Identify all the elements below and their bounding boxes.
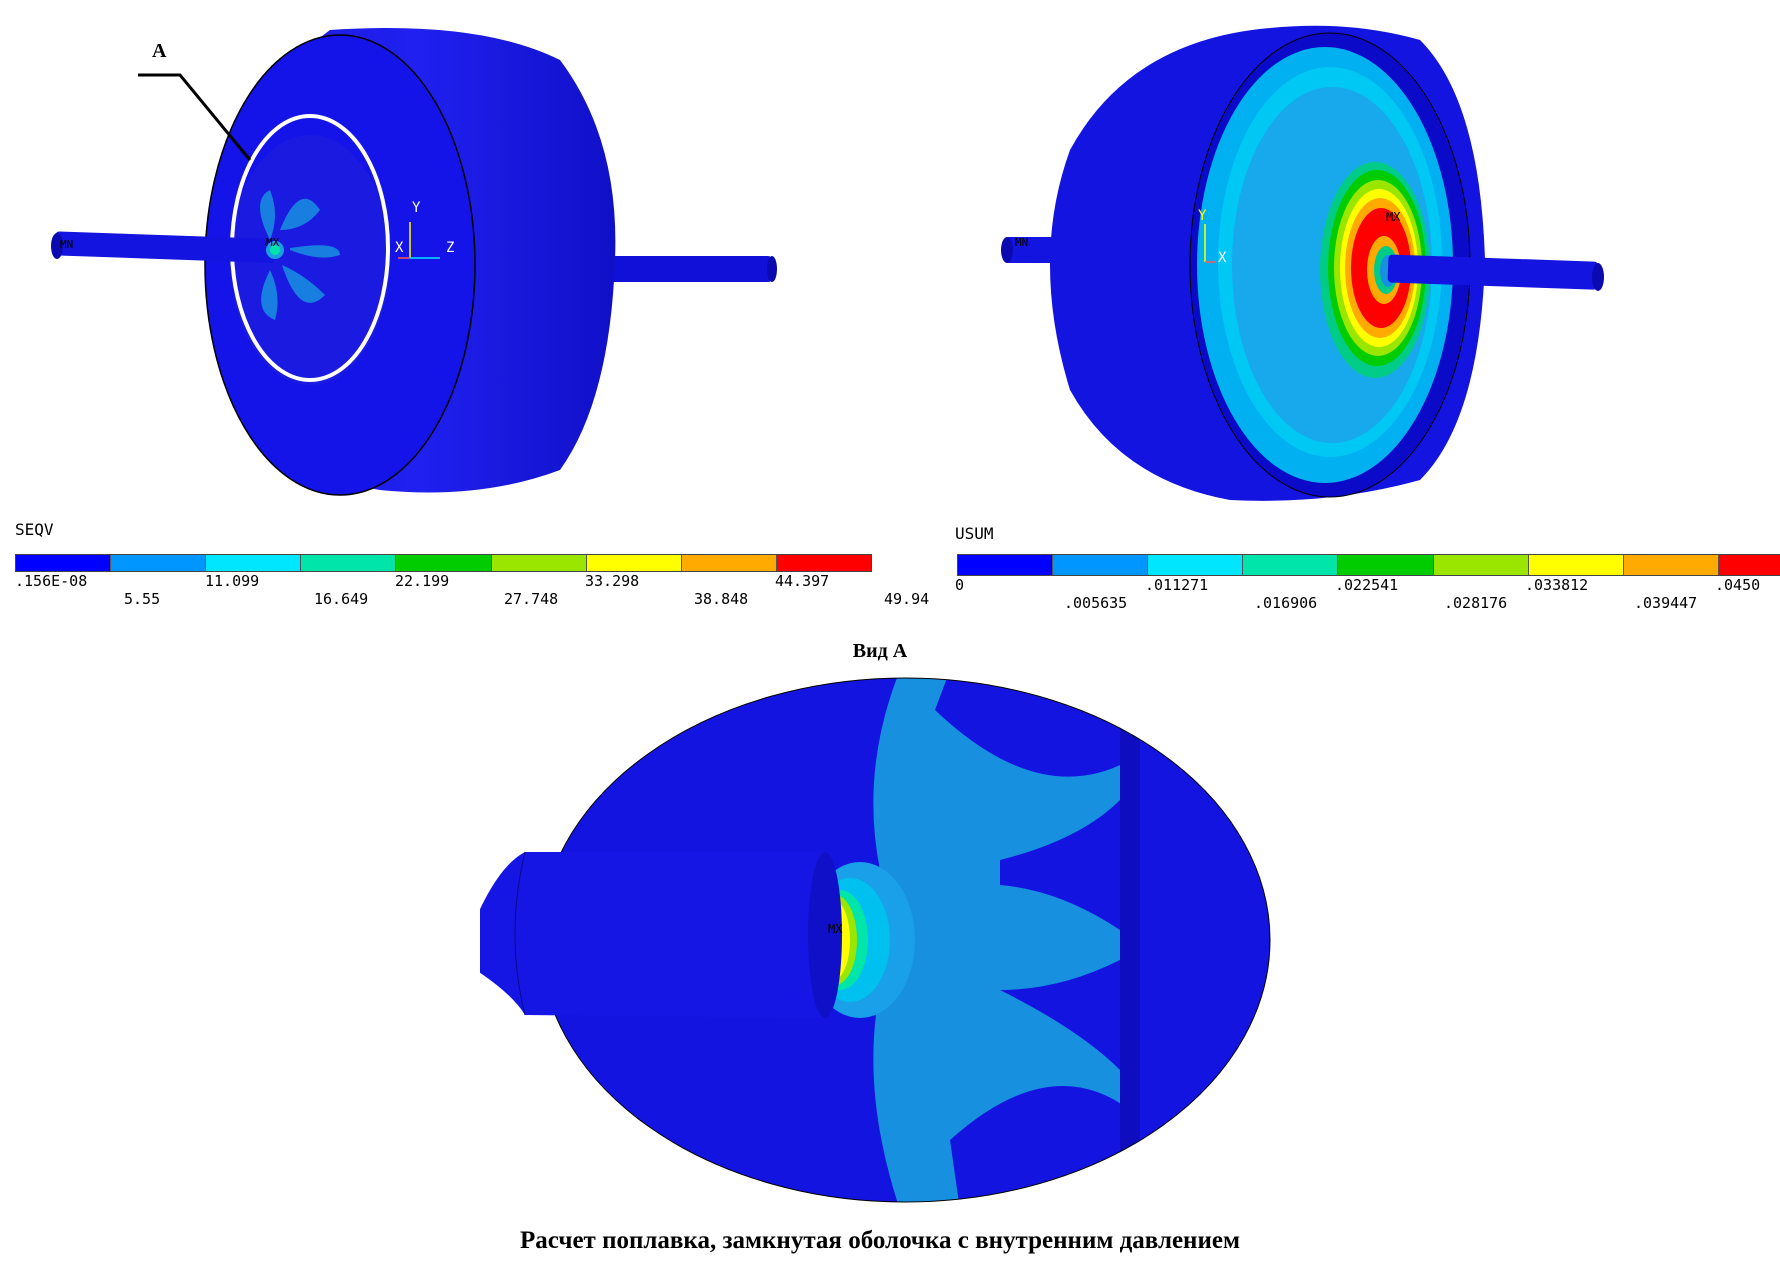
legend-swatch [1337,555,1433,575]
legend-swatch [775,555,871,571]
legend-lower-ticks: .005635 .016906 .028176 .039447 [955,594,1780,612]
legend-swatch [1242,555,1338,575]
legend-tick-label: 49.94 [884,590,930,608]
legend-tick-label: 38.848 [694,590,749,608]
axis-triad [1204,224,1216,263]
legend-swatch [680,555,776,571]
legend-tick-label: 44.397 [775,572,830,590]
callout-label: A [152,40,167,62]
left-shaft [54,231,276,263]
legend-color-bar [15,554,872,572]
legend-swatch [395,555,491,571]
legend-tick-label: .011271 [1145,576,1209,594]
legend-lower-ticks: 5.55 16.649 27.748 38.848 49.94 [15,590,929,608]
legend-title: SEQV [15,520,54,539]
axis-z-label: Z [446,240,455,256]
legend-swatch [205,555,301,571]
min-marker: MN [60,238,74,251]
legend-title: USUM [955,524,994,543]
detail-view-a: MX [480,670,1300,1210]
min-marker: MN [1015,236,1029,249]
legend-swatch [110,555,206,571]
max-marker: MX [828,922,843,936]
legend-swatch [1717,555,1780,575]
detail-shaft [480,852,825,1018]
axis-y-label: Y [412,200,421,216]
detail-render [480,677,1271,1203]
legend-seqv: SEQV .156E-08 11.099 22.199 33.298 44.397 5.… [15,520,929,610]
legend-tick-label: .039447 [1634,594,1698,612]
legend-swatch [300,555,396,571]
legend-tick-label: .005635 [1064,594,1128,612]
stress-petals [260,190,340,320]
legend-tick-label: .022541 [1335,576,1399,594]
legend-swatch [490,555,586,571]
legend-swatch [1527,555,1623,575]
legend-tick-label: 16.649 [314,590,369,608]
legend-tick-label: 5.55 [124,590,161,608]
legend-tick-label: 11.099 [205,572,260,590]
displacement-contours [1197,47,1453,483]
legend-upper-ticks: 0 .011271 .022541 .033812 .0450 [955,576,1780,594]
legend-tick-label: .0450 [1715,576,1761,594]
legend-tick-label: 33.298 [585,572,640,590]
axis-y-label: Y [1198,208,1207,224]
axis-triad [398,222,440,259]
legend-swatch [16,555,111,571]
legend-tick-label: .156E-08 [15,572,88,590]
max-marker: MX [1386,210,1401,224]
axis-x-label: X [1218,250,1227,266]
legend-swatch [958,555,1053,575]
legend-tick-label: 0 [955,576,965,594]
legend-usum: USUM 0 .011271 .022541 .033812 .0450 .005635… [955,520,1780,612]
callout-leader [138,73,252,161]
legend-tick-label: .033812 [1525,576,1589,594]
legend-swatch [1622,555,1718,575]
legend-swatch [585,555,681,571]
right-shaft [1387,254,1599,290]
legend-tick-label: 27.748 [504,590,559,608]
max-marker: MX [266,236,280,249]
legend-tick-label: 22.199 [395,572,450,590]
legend-swatch [1052,555,1148,575]
view-a-title: Вид А [852,640,908,662]
right-model-render [1001,25,1604,501]
left-model-view: A MN MX Y X Z [0,0,900,510]
figure-caption: Расчет поплавка, замкнутая оболочка с вн… [520,1227,1240,1254]
legend-swatch [1432,555,1528,575]
left-model-render [51,28,777,496]
legend-upper-ticks: .156E-08 11.099 22.199 33.298 44.397 [15,572,915,590]
legend-swatch [1147,555,1243,575]
moderate-stress-region [845,678,1120,1202]
legend-tick-label: .028176 [1444,594,1508,612]
axis-x-label: X [395,240,404,256]
legend-color-bar [957,554,1780,576]
right-model-view: MN MX Y X [900,0,1780,510]
legend-tick-label: .016906 [1254,594,1318,612]
